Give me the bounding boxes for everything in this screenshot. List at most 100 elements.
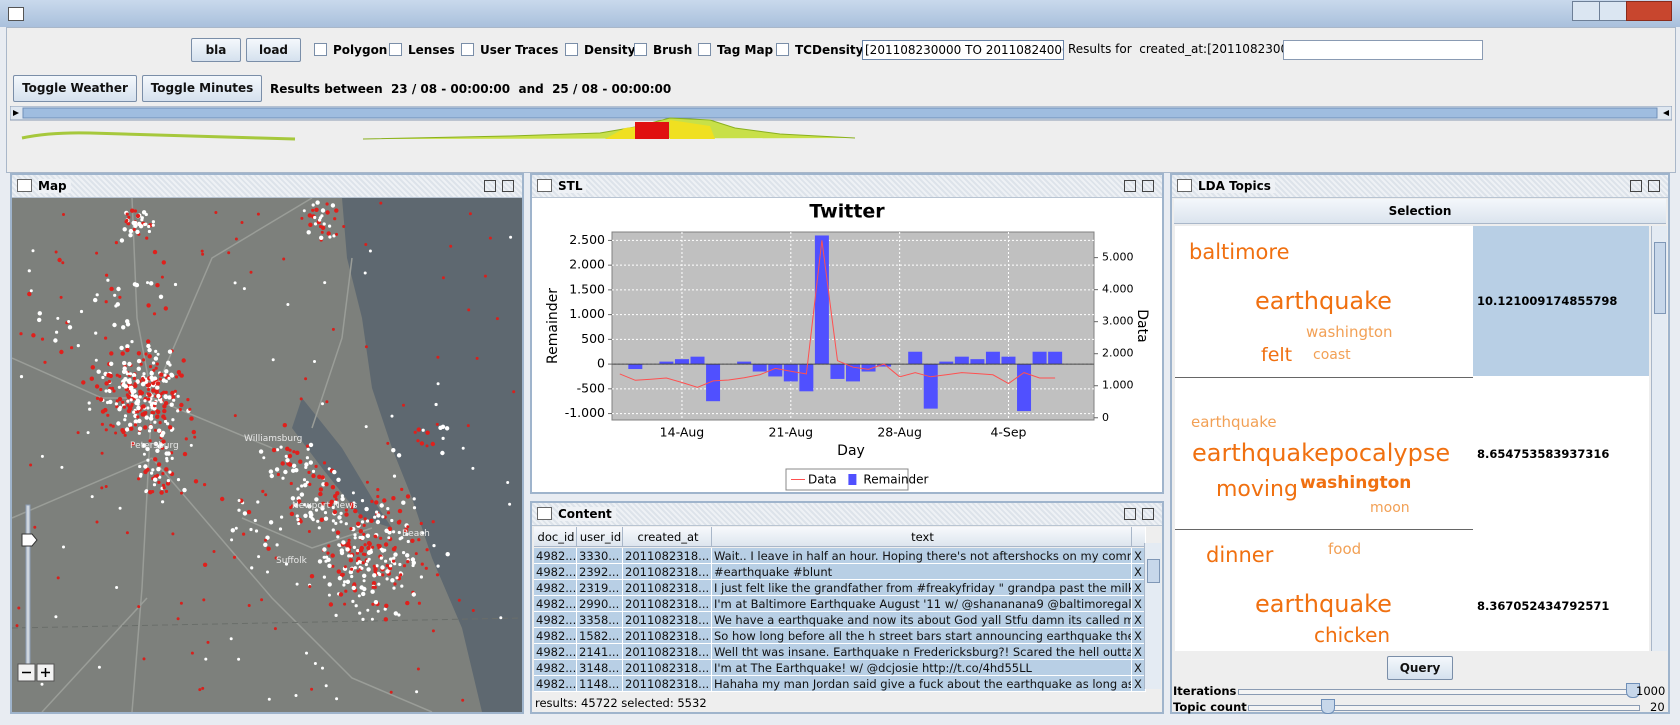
table-cell[interactable]: 2011082318...: [623, 628, 712, 644]
legend-label: Data: [808, 473, 837, 487]
table-cell[interactable]: 2011082318...: [623, 660, 712, 676]
query-button[interactable]: Query: [1387, 656, 1453, 680]
table-cell[interactable]: 4982...: [534, 660, 577, 676]
checkbox[interactable]: Polygon: [314, 43, 387, 57]
map-view[interactable]: Petersburg Williamsburg Newport News Suffol…: [12, 198, 522, 712]
checkbox-box[interactable]: [389, 43, 402, 56]
table-cell[interactable]: I'm at The Earthquake! w/ @dcjosie http:…: [712, 660, 1132, 676]
table-cell[interactable]: 4982...: [534, 676, 577, 692]
tweet-dot: [339, 520, 343, 524]
table-cell[interactable]: 4982...: [534, 644, 577, 660]
topic-row[interactable]: baltimore earthquake washington felt coast 10…: [1175, 226, 1649, 378]
tweet-dot: [323, 516, 329, 521]
table-cell[interactable]: 2392...: [577, 564, 623, 580]
scroll-thumb[interactable]: [1147, 559, 1160, 583]
topic-scrollbar[interactable]: [1651, 226, 1667, 651]
tweet-dot: [402, 564, 407, 568]
table-cell[interactable]: Hahaha my man Jordan said give a fuck ab…: [712, 676, 1132, 692]
table-cell[interactable]: 3330...: [577, 548, 623, 564]
checkbox[interactable]: TCDensity: [776, 43, 863, 57]
table-scrollbar[interactable]: [1144, 543, 1161, 689]
table-cell[interactable]: We have a earthquake and now its about G…: [712, 612, 1132, 628]
column-header[interactable]: doc_id: [534, 527, 577, 547]
minimize-button[interactable]: [1572, 1, 1600, 21]
checkbox-box[interactable]: [314, 43, 327, 56]
table-cell[interactable]: 2011082318...: [623, 548, 712, 564]
table-cell[interactable]: 3358...: [577, 612, 623, 628]
minimize-panel[interactable]: [1630, 180, 1642, 192]
sparkline-peak: [635, 122, 669, 139]
table-cell[interactable]: 4982...: [534, 628, 577, 644]
table-cell[interactable]: Wait.. I leave in half an hour. Hoping t…: [712, 548, 1132, 564]
scroll-thumb[interactable]: [1654, 242, 1666, 314]
maximize-panel[interactable]: [1142, 180, 1154, 192]
table-cell[interactable]: 2011082318...: [623, 612, 712, 628]
checkbox-box[interactable]: [565, 43, 578, 56]
table-cell[interactable]: 1148...: [577, 676, 623, 692]
column-header[interactable]: [1132, 527, 1146, 547]
table-cell[interactable]: 1582...: [577, 628, 623, 644]
table-cell[interactable]: 4982...: [534, 612, 577, 628]
zoom-knob[interactable]: [21, 533, 38, 547]
table-cell[interactable]: 2011082318...: [623, 676, 712, 692]
load-button[interactable]: load: [246, 38, 301, 62]
checkbox-box[interactable]: [776, 43, 789, 56]
topic-row[interactable]: earthquake earthquakepocalypse moving washi…: [1175, 378, 1649, 530]
topic-score: 10.121009174855798: [1473, 226, 1649, 376]
table-cell[interactable]: Well tht was insane. Earthquake n Freder…: [712, 644, 1132, 660]
column-header[interactable]: created_at: [623, 527, 712, 547]
tweet-dot: [300, 216, 304, 220]
table-cell[interactable]: I'm at Baltimore Earthquake August '11 w…: [712, 596, 1132, 612]
topic-row[interactable]: dinner food earthquake chicken 8.36705243479…: [1175, 530, 1649, 651]
tweet-dot: [137, 431, 141, 435]
bla-button[interactable]: bla: [191, 38, 241, 62]
table-cell[interactable]: 2011082318...: [623, 596, 712, 612]
maximize-button[interactable]: [1599, 1, 1627, 21]
checkbox-box[interactable]: [634, 43, 647, 56]
table-cell[interactable]: So how long before all the h street bars…: [712, 628, 1132, 644]
checkbox-box[interactable]: [461, 43, 474, 56]
minimize-panel[interactable]: [1124, 508, 1136, 520]
toggle-weather-button[interactable]: Toggle Weather: [13, 75, 137, 102]
slider-knob[interactable]: [1321, 699, 1335, 714]
table-cell[interactable]: 2011082318...: [623, 644, 712, 660]
slider-knob[interactable]: [1626, 683, 1640, 698]
table-cell[interactable]: 2319...: [577, 580, 623, 596]
minimize-panel[interactable]: [1124, 180, 1136, 192]
close-button[interactable]: [1626, 1, 1672, 21]
checkbox-box[interactable]: [698, 43, 711, 56]
minimize-panel[interactable]: [484, 180, 496, 192]
topic-count-slider[interactable]: [1248, 705, 1640, 711]
zoom-track[interactable]: [25, 504, 31, 676]
query-input[interactable]: [201108230000 TO 201108240000]: [862, 40, 1064, 60]
table-cell[interactable]: 3148...: [577, 660, 623, 676]
table-cell[interactable]: I just felt like the grandfather from #f…: [712, 580, 1132, 596]
tweet-dot: [345, 547, 350, 552]
checkbox[interactable]: Tag Map: [698, 43, 773, 57]
table-cell[interactable]: #earthquake #blunt: [712, 564, 1132, 580]
toggle-minutes-button[interactable]: Toggle Minutes: [142, 75, 262, 102]
checkbox[interactable]: Density: [565, 43, 635, 57]
bar: [737, 361, 752, 365]
maximize-panel[interactable]: [502, 180, 514, 192]
checkbox[interactable]: Lenses: [389, 43, 455, 57]
table-cell[interactable]: 2141...: [577, 644, 623, 660]
table-cell[interactable]: 4982...: [534, 580, 577, 596]
iterations-slider[interactable]: [1238, 689, 1636, 695]
checkbox[interactable]: Brush: [634, 43, 692, 57]
search-input[interactable]: [1283, 40, 1483, 60]
table-cell[interactable]: 2011082318...: [623, 564, 712, 580]
column-header[interactable]: text: [712, 527, 1132, 547]
table-cell[interactable]: 4982...: [534, 564, 577, 580]
scroll-thumb[interactable]: [22, 107, 1658, 119]
maximize-panel[interactable]: [1648, 180, 1660, 192]
maximize-panel[interactable]: [1142, 508, 1154, 520]
tweet-dot: [100, 451, 104, 455]
table-cell[interactable]: 2990...: [577, 596, 623, 612]
topic-word: coast: [1313, 347, 1351, 364]
table-cell[interactable]: 4982...: [534, 596, 577, 612]
checkbox[interactable]: User Traces: [461, 43, 558, 57]
table-cell[interactable]: 4982...: [534, 548, 577, 564]
column-header[interactable]: user_id: [577, 527, 623, 547]
table-cell[interactable]: 2011082318...: [623, 580, 712, 596]
